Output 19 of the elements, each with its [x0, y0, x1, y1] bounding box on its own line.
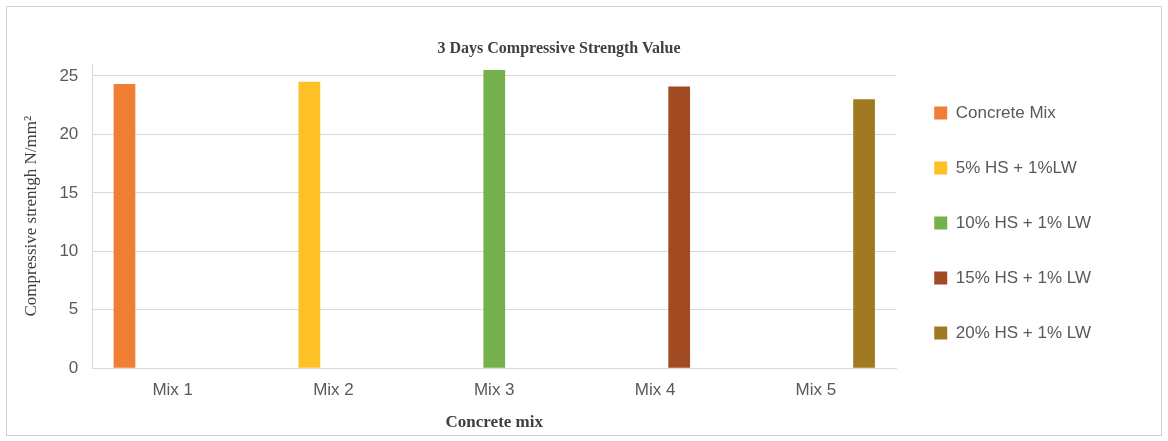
- x-tick-label: Mix 3: [473, 380, 515, 400]
- chart-title: 3 Days Compressive Strength Value: [437, 38, 681, 57]
- legend-label: 20% HS + 1% LW: [955, 322, 1092, 342]
- legend-label: 10% HS + 1% LW: [955, 212, 1092, 232]
- x-tick-label: Mix 4: [634, 380, 676, 400]
- y-tick-label: 15: [59, 182, 79, 202]
- y-tick-label: 0: [68, 357, 79, 377]
- y-axis-title: Compressive strentgh N/mm²: [20, 115, 40, 317]
- y-tick-label: 20: [59, 124, 79, 144]
- legend-label: Concrete Mix: [955, 102, 1057, 122]
- y-tick-label: 10: [59, 240, 79, 260]
- x-tick-label: Mix 5: [795, 380, 837, 400]
- x-tick-label: Mix 1: [152, 380, 194, 400]
- y-tick-label: 25: [59, 65, 79, 85]
- y-tick-label: 5: [68, 299, 79, 319]
- x-tick-label: Mix 2: [313, 380, 354, 400]
- legend-label: 5% HS + 1%LW: [955, 157, 1077, 177]
- legend-label: 15% HS + 1% LW: [955, 267, 1092, 287]
- x-axis-title: Concrete mix: [445, 412, 544, 432]
